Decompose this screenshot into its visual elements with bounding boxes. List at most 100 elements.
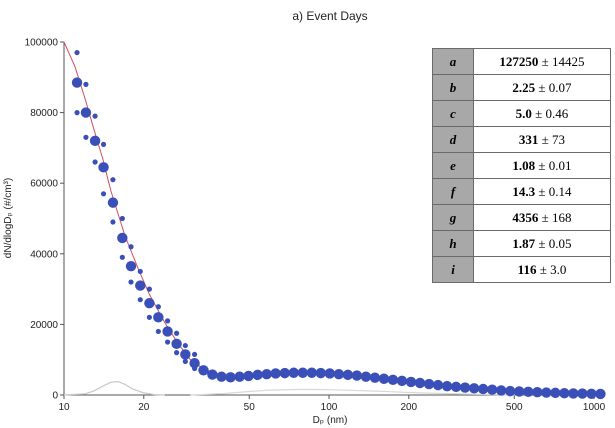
param-row: i 116 ± 3.0 [433, 257, 611, 283]
spread-point [110, 219, 115, 224]
mean-point [243, 371, 253, 381]
mean-point [523, 387, 533, 397]
param-value: 116 [518, 262, 537, 277]
param-error: ± 0.01 [535, 158, 571, 173]
mean-point [90, 136, 100, 146]
mean-point [307, 368, 317, 378]
param-key: h [433, 231, 474, 257]
mean-point [352, 370, 362, 380]
x-tick-label: 1000 [583, 402, 606, 413]
mean-point [98, 162, 108, 172]
spread-point [101, 142, 106, 147]
mean-point [126, 261, 136, 271]
param-key: i [433, 257, 474, 283]
mean-point [252, 370, 262, 380]
mean-point [370, 373, 380, 383]
param-value-cell: 5.0 ± 0.46 [474, 101, 611, 127]
spread-point [92, 114, 97, 119]
mean-point [343, 370, 353, 380]
mean-point [316, 368, 326, 378]
mean-point [550, 388, 560, 398]
param-value-cell: 331 ± 73 [474, 127, 611, 153]
param-value: 2.25 [512, 80, 535, 95]
param-error: ± 0.07 [535, 80, 571, 95]
mean-point [388, 375, 398, 385]
mean-point [216, 371, 226, 381]
param-value-cell: 116 ± 3.0 [474, 257, 611, 283]
param-error: ± 0.46 [532, 106, 568, 121]
param-error: ± 73 [538, 132, 565, 147]
spread-point [174, 331, 179, 336]
param-value-cell: 1.08 ± 0.01 [474, 153, 611, 179]
spread-point [101, 191, 106, 196]
spread-point [83, 135, 88, 140]
parameter-table: a 127250 ± 14425 b 2.25 ± 0.07 c 5.0 ± 0.46 d 3… [432, 48, 611, 283]
param-value-cell: 14.3 ± 0.14 [474, 179, 611, 205]
mean-point [586, 389, 596, 399]
mean-point [379, 374, 389, 384]
mean-point [469, 383, 479, 393]
mean-point [496, 385, 506, 395]
x-axis-label: Dₚ (nm) [313, 415, 348, 426]
param-value: 4356 [512, 210, 538, 225]
y-tick-label: 20000 [30, 320, 58, 331]
param-row: h 1.87 ± 0.05 [433, 231, 611, 257]
spread-point [74, 110, 79, 115]
param-row: g 4356 ± 168 [433, 205, 611, 231]
mean-point [577, 388, 587, 398]
mean-point [144, 298, 154, 308]
param-key: g [433, 205, 474, 231]
spread-point [83, 82, 88, 87]
param-row: d 331 ± 73 [433, 127, 611, 153]
param-row: a 127250 ± 14425 [433, 49, 611, 75]
param-error: ± 0.05 [535, 236, 571, 251]
spread-point [183, 359, 188, 364]
spread-point [183, 343, 188, 348]
spread-point [120, 255, 125, 260]
mean-point [289, 368, 299, 378]
spread-point [147, 315, 152, 320]
mean-point [406, 377, 416, 387]
mean-point [514, 386, 524, 396]
mean-point [451, 382, 461, 392]
mean-point [334, 369, 344, 379]
param-error: ± 0.14 [535, 184, 571, 199]
spread-point [156, 329, 161, 334]
spread-point [138, 269, 143, 274]
mean-point [207, 369, 217, 379]
param-row: c 5.0 ± 0.46 [433, 101, 611, 127]
param-value-cell: 1.87 ± 0.05 [474, 231, 611, 257]
y-axis-label: dN/dlogDₚ (#/cm³) [3, 178, 14, 258]
mean-point [325, 368, 335, 378]
mean-point [442, 381, 452, 391]
mean-point [108, 197, 118, 207]
param-key: b [433, 75, 474, 101]
mean-point [487, 385, 497, 395]
mean-point [153, 312, 163, 322]
param-value-cell: 4356 ± 168 [474, 205, 611, 231]
x-tick-label: 10 [58, 402, 70, 413]
spread-point [128, 244, 133, 249]
x-tick-label: 20 [138, 402, 150, 413]
spread-point [156, 304, 161, 309]
param-value: 127250 [499, 54, 538, 69]
param-key: f [433, 179, 474, 205]
param-value: 1.08 [512, 158, 535, 173]
mean-point [162, 326, 172, 336]
param-key: d [433, 127, 474, 153]
param-error: ± 168 [538, 210, 571, 225]
spread-point [74, 50, 79, 55]
spread-point [110, 177, 115, 182]
param-key: c [433, 101, 474, 127]
param-value: 14.3 [512, 184, 535, 199]
param-row: e 1.08 ± 0.01 [433, 153, 611, 179]
param-value-cell: 2.25 ± 0.07 [474, 75, 611, 101]
param-value: 331 [519, 132, 539, 147]
spread-point [147, 287, 152, 292]
mean-point [298, 368, 308, 378]
param-value: 5.0 [516, 106, 532, 121]
spread-point [192, 352, 197, 357]
y-tick-label: 80000 [30, 108, 58, 119]
x-tick-label: 500 [506, 402, 523, 413]
mean-point [532, 387, 542, 397]
